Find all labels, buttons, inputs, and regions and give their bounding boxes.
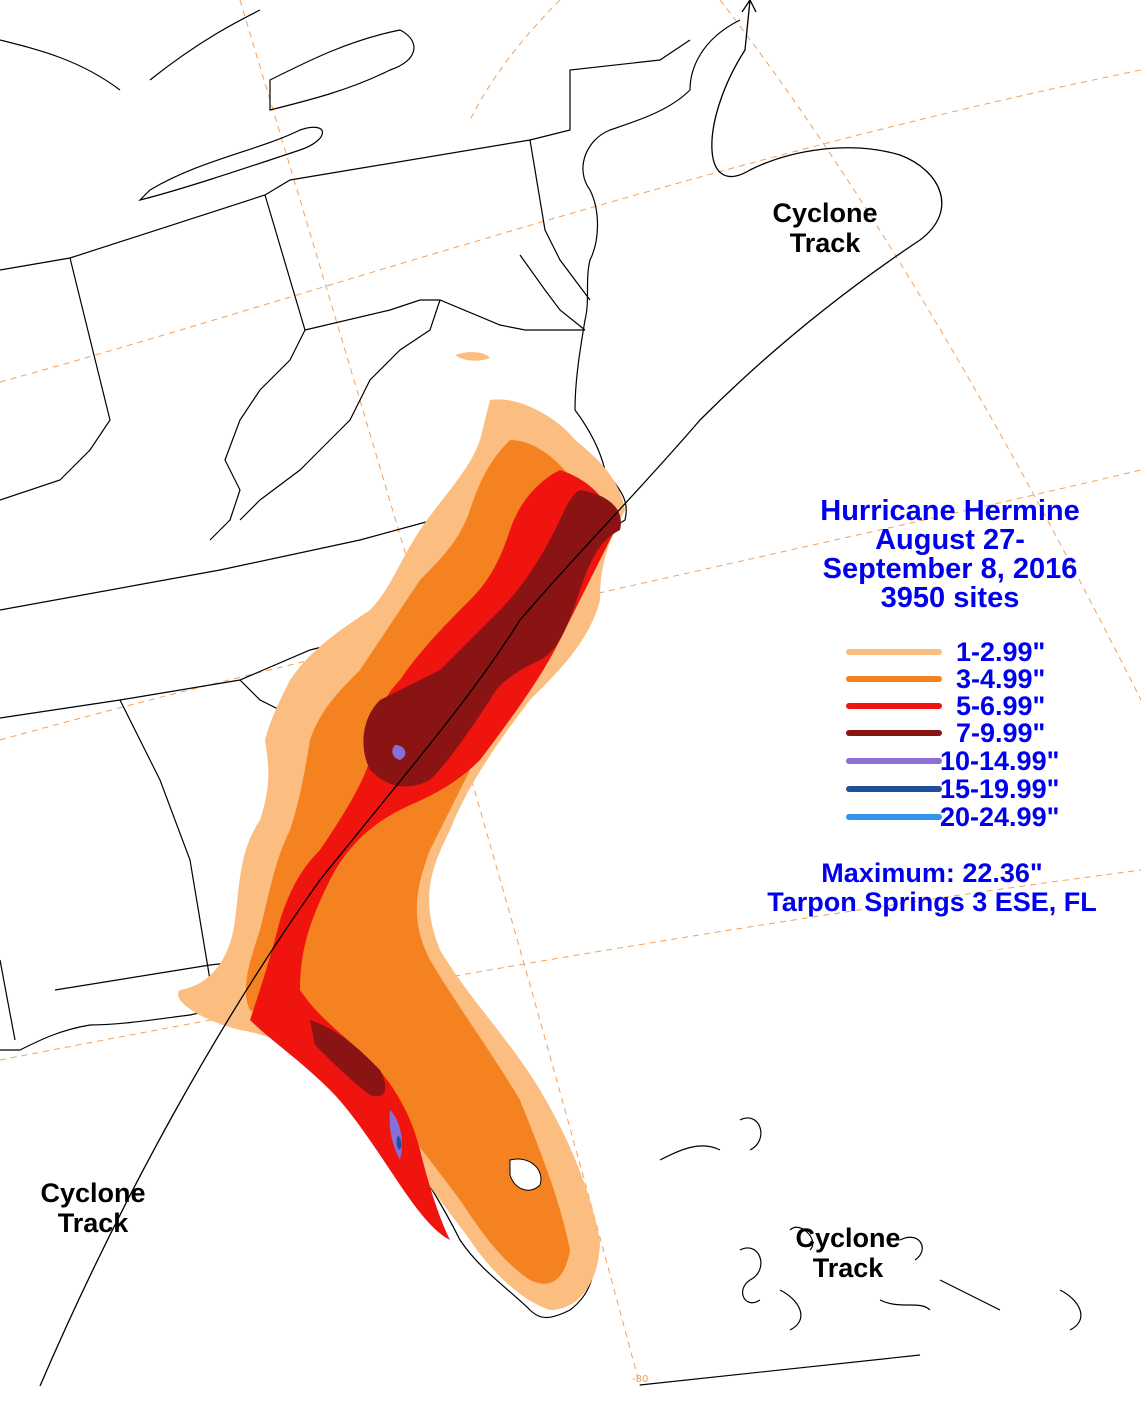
legend-label: 7-9.99" [956,718,1046,748]
track-label-southeast: Cyclone Track [768,1223,928,1283]
track-label-line2: Track [812,1253,884,1283]
track-label-line2: Track [57,1208,129,1238]
legend-item: 10-14.99" [846,746,1106,776]
rain-zone-10-14.99 [389,745,406,1160]
track-label-line2: Track [789,228,861,258]
map-site-count: 3950 sites [880,582,1020,614]
great-lakes [0,9,415,202]
cyclone-track [39,0,943,1387]
track-label-line1: Cyclone [795,1223,901,1253]
legend-item: 3-4.99" [846,664,1106,694]
legend-swatch [846,730,942,736]
legend-swatch [846,814,942,820]
legend-label: 10-14.99" [940,746,1060,776]
legend-item: 1-2.99" [846,637,1106,667]
legend-label: 20-24.99" [940,802,1060,832]
bottom-border [639,1354,921,1386]
cyclone-track-line [39,0,943,1387]
maximum-value: Maximum: 22.36" [821,858,1043,888]
legend-swatch [846,649,942,655]
map-title: Hurricane Hermine [820,495,1080,527]
legend-item: 5-6.99" [846,691,1106,721]
bahamas [659,1117,1082,1331]
track-label-northeast: Cyclone Track [745,198,905,258]
rain-zone-7-9.99-fl [310,1020,386,1097]
map-date-start: August 27- [875,524,1025,556]
track-label-line1: Cyclone [772,198,878,228]
legend-swatch [846,676,942,682]
legend-item: 15-19.99" [846,774,1106,804]
track-label-line1: Cyclone [40,1178,146,1208]
legend-swatch [846,703,942,709]
rain-zone-7-9.99 [363,490,621,787]
track-arrow-head [741,0,757,13]
rain-dry-lake-okeechobee [509,1158,542,1191]
legend-label: 1-2.99" [956,637,1046,667]
legend-label: 15-19.99" [940,774,1060,804]
rain-zone-15-19.99 [396,1135,402,1150]
legend-label: 3-4.99" [956,664,1046,694]
legend-label: 5-6.99" [956,691,1046,721]
map-date-end: September 8, 2016 [822,553,1078,585]
longitude-tick-label: -80 [632,1374,649,1385]
legend-item: 20-24.99" [846,802,1106,832]
legend-swatch [846,786,942,792]
maximum-location: Tarpon Springs 3 ESE, FL [767,887,1097,917]
legend-swatch [846,758,942,764]
track-label-southwest: Cyclone Track [13,1178,173,1238]
rainfall-contours [178,352,626,1310]
legend-item: 7-9.99" [846,718,1106,748]
